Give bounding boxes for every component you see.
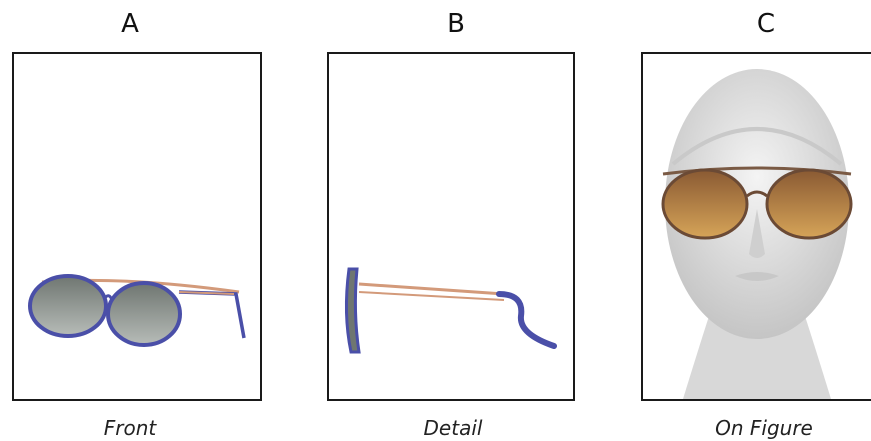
panel-b-frame (327, 52, 575, 401)
panel-c-caption: On Figure (715, 416, 813, 440)
panel-c-frame (641, 52, 871, 401)
sunglasses-front-image (28, 274, 246, 347)
panel-b-caption: Detail (423, 416, 483, 440)
sunglasses-side-image (344, 267, 557, 354)
panel-b-letter: B (447, 9, 465, 39)
panel-c-letter: C (756, 9, 776, 39)
panel-a-frame (12, 52, 262, 401)
panel-a-letter: A (121, 9, 139, 39)
panel-a-caption: Front (103, 416, 157, 440)
mannequin-with-sunglasses-image (661, 69, 853, 399)
